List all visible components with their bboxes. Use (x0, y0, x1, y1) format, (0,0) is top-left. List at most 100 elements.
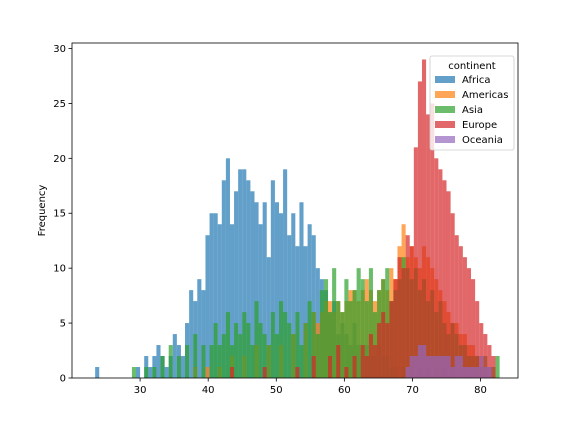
bar-oceania-19 (483, 367, 488, 378)
bar-asia-44 (352, 290, 357, 378)
bar-europe-31 (454, 235, 459, 378)
bar-africa-21 (221, 180, 226, 378)
bar-asia-1 (144, 367, 149, 378)
histogram-bars (95, 59, 500, 378)
bar-africa-38 (291, 213, 296, 378)
bar-europe-37 (479, 323, 484, 378)
legend-swatch-americas (435, 91, 455, 98)
bar-europe-22 (417, 81, 422, 378)
bar-africa-25 (238, 169, 243, 378)
bar-africa-29 (254, 202, 259, 378)
bar-europe-23 (421, 59, 427, 378)
bar-africa-5 (156, 345, 161, 378)
bar-oceania-15 (466, 367, 472, 378)
bar-asia-30 (295, 312, 300, 378)
x-tick-label-60: 60 (338, 385, 351, 396)
bar-africa-23 (229, 224, 235, 378)
bar-europe-13 (381, 312, 386, 378)
bar-asia-38 (328, 312, 333, 378)
bar-europe-38 (483, 334, 488, 378)
bar-asia-28 (287, 323, 292, 378)
bar-oceania-6 (430, 356, 435, 378)
bar-asia-34 (311, 312, 316, 378)
bar-africa-37 (287, 235, 292, 378)
bar-asia-3 (160, 356, 165, 378)
bar-oceania-0 (405, 367, 410, 378)
bar-europe-20 (409, 246, 414, 378)
bar-africa-16 (201, 290, 206, 378)
bar-africa-0 (95, 367, 100, 378)
bar-asia-48 (368, 268, 373, 378)
bar-africa-2 (144, 356, 149, 378)
y-tick-label-10: 10 (53, 264, 66, 275)
x-tick-label-40: 40 (202, 385, 215, 396)
bar-europe-36 (475, 301, 480, 378)
bar-africa-18 (209, 213, 214, 378)
bar-europe-15 (389, 301, 394, 378)
bar-asia-0 (131, 367, 137, 378)
bar-africa-26 (242, 169, 247, 378)
x-tick-label-70: 70 (406, 385, 419, 396)
bar-europe-28 (442, 180, 447, 378)
bar-asia-47 (364, 301, 369, 378)
bar-asia-33 (307, 301, 312, 378)
bar-africa-3 (148, 367, 153, 378)
legend-swatch-oceania (435, 136, 455, 143)
bar-europe-2 (295, 367, 300, 378)
bar-europe-6 (344, 367, 349, 378)
bar-asia-41 (340, 312, 345, 378)
bar-oceania-2 (413, 356, 418, 378)
bar-asia-12 (221, 334, 226, 378)
bar-europe-30 (450, 213, 455, 378)
bar-europe-35 (471, 279, 476, 378)
bar-africa-36 (283, 169, 288, 378)
legend-title: continent (448, 61, 495, 72)
bar-africa-33 (270, 180, 275, 378)
bar-africa-20 (217, 224, 222, 378)
bar-africa-40 (299, 202, 304, 378)
bar-asia-79 (495, 356, 500, 378)
bar-asia-29 (291, 334, 296, 378)
plot-frame (71, 42, 519, 379)
bar-asia-36 (319, 290, 324, 378)
bar-asia-19 (250, 345, 255, 378)
bar-africa-41 (303, 246, 308, 378)
bar-asia-42 (344, 279, 349, 378)
bar-asia-2 (152, 367, 157, 378)
bar-europe-4 (328, 356, 333, 378)
bar-oceania-12 (454, 356, 459, 378)
bar-oceania-9 (442, 356, 447, 378)
bar-oceania-18 (479, 356, 484, 378)
bar-asia-14 (229, 345, 235, 378)
bar-asia-9 (209, 345, 214, 378)
bar-europe-40 (491, 356, 496, 378)
bar-africa-13 (189, 290, 194, 378)
bar-europe-7 (352, 356, 357, 378)
x-tick-label-30: 30 (134, 385, 147, 396)
bar-asia-21 (258, 323, 263, 378)
bar-asia-10 (213, 323, 218, 378)
bar-asia-23 (266, 345, 271, 378)
bar-asia-31 (299, 345, 304, 378)
bar-europe-18 (401, 268, 406, 378)
bar-europe-9 (364, 356, 369, 378)
bar-asia-43 (348, 301, 353, 378)
bar-africa-1 (136, 367, 141, 378)
legend-label-asia: Asia (462, 105, 483, 116)
y-axis-label: Frequency (37, 185, 48, 237)
bar-europe-12 (377, 323, 382, 378)
series-oceania (405, 345, 492, 378)
x-tick-label-50: 50 (270, 385, 283, 396)
bar-europe-24 (426, 114, 431, 378)
bar-africa-17 (205, 235, 210, 378)
bar-asia-37 (323, 279, 329, 378)
bar-europe-27 (438, 169, 443, 378)
legend: continent Africa Americas Asia Europe Oceani… (429, 55, 515, 151)
bar-africa-9 (172, 334, 177, 378)
bar-asia-39 (332, 268, 337, 378)
bar-asia-22 (262, 334, 267, 378)
bar-asia-32 (303, 323, 308, 378)
bar-asia-24 (270, 312, 275, 378)
bar-oceania-4 (421, 345, 427, 378)
bar-europe-1 (262, 367, 267, 378)
